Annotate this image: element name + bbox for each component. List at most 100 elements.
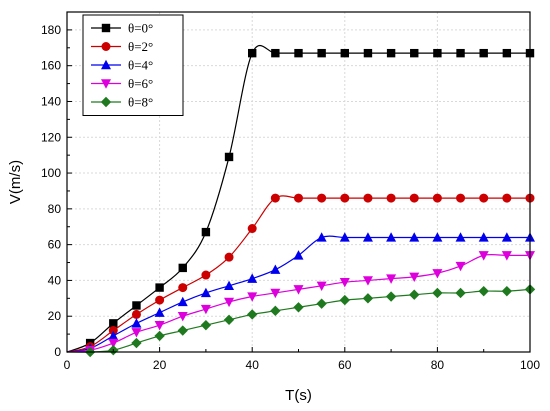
data-point (108, 330, 119, 341)
data-point (270, 288, 281, 299)
data-point (132, 301, 141, 310)
data-point (478, 232, 489, 242)
data-point (131, 318, 142, 328)
legend-marker (101, 59, 111, 70)
data-point (501, 232, 512, 242)
data-point (501, 285, 513, 297)
data-point (201, 227, 211, 237)
y-tick-label: 80 (48, 202, 62, 216)
legend-entry: θ=2° (91, 39, 153, 54)
data-point (409, 272, 420, 283)
data-point (247, 273, 258, 283)
legend-marker (101, 79, 111, 89)
data-point (247, 309, 258, 320)
legend-marker (101, 42, 111, 51)
x-tick-label: 60 (338, 358, 352, 372)
x-axis-title: T(s) (285, 387, 312, 404)
data-point (362, 232, 373, 242)
data-point (247, 292, 258, 302)
data-point (270, 193, 280, 203)
tick-labels: 0 20 40 60 80 100 0 20 40 60 80 100 120 140 160 180 (41, 23, 540, 372)
legend-label: θ=8° (128, 95, 153, 110)
y-tick-label: 20 (48, 309, 62, 323)
data-point (177, 312, 188, 322)
data-point (247, 224, 257, 234)
data-point (432, 287, 443, 299)
y-tick-label: 0 (54, 345, 61, 359)
data-point (340, 193, 350, 203)
data-point (316, 281, 327, 291)
data-point (502, 48, 512, 58)
data-point (316, 232, 327, 242)
legend: θ=0° θ=2° θ=4° θ=6° θ=8° (82, 14, 184, 116)
legend-entry: θ=6° (91, 76, 153, 91)
legend-entry: θ=4° (91, 58, 153, 73)
data-point (455, 232, 466, 242)
y-tick-label: 60 (48, 238, 62, 252)
data-point (155, 295, 165, 305)
data-point (154, 320, 165, 331)
legend-entry: θ=8° (91, 95, 153, 110)
data-point (386, 232, 397, 242)
data-point (455, 287, 466, 299)
series-2 (66, 193, 535, 353)
series-5 (66, 284, 536, 358)
data-point (131, 309, 141, 319)
data-point (455, 261, 466, 272)
data-point (339, 278, 350, 288)
legend-marker (101, 23, 111, 33)
data-point (456, 48, 465, 58)
data-point (224, 297, 235, 308)
data-point (432, 269, 443, 279)
data-point (293, 250, 304, 260)
data-point (409, 232, 420, 242)
data-point (409, 193, 419, 203)
series-4 (66, 251, 535, 356)
data-point (154, 330, 165, 342)
data-point (478, 251, 489, 261)
y-tick-label: 40 (48, 273, 62, 287)
data-point (293, 302, 304, 313)
data-point (224, 252, 234, 262)
x-tick-label: 40 (246, 358, 260, 372)
data-point (270, 305, 281, 317)
data-point (224, 152, 234, 162)
legend-label: θ=6° (128, 76, 153, 91)
data-point (317, 48, 326, 58)
data-point (248, 48, 257, 58)
data-point (223, 314, 235, 325)
data-point (108, 338, 119, 349)
data-point (479, 193, 489, 203)
legend-entry: θ=0° (91, 21, 153, 36)
data-point (339, 294, 350, 306)
x-tick-label: 0 (64, 358, 71, 372)
series-3 (66, 232, 535, 353)
data-point (131, 337, 142, 349)
y-tick-label: 160 (41, 59, 61, 73)
data-point (386, 274, 397, 284)
legend-label: θ=0° (128, 21, 153, 36)
data-point (409, 289, 420, 300)
y-tick-label: 180 (41, 23, 61, 37)
data-point (293, 285, 304, 295)
data-point (432, 232, 443, 242)
data-point (456, 193, 466, 203)
data-point (316, 298, 327, 309)
data-point (131, 328, 142, 338)
data-point (501, 251, 512, 261)
series-group (66, 44, 536, 358)
data-point (363, 48, 373, 58)
data-point (201, 270, 211, 280)
data-point (200, 287, 211, 298)
data-point (108, 326, 118, 336)
data-point (363, 193, 373, 203)
data-point (410, 48, 419, 58)
data-point (362, 276, 373, 286)
data-point (178, 283, 188, 293)
data-point (432, 193, 442, 203)
data-point (317, 193, 327, 203)
legend-label: θ=2° (128, 39, 153, 54)
data-point (270, 264, 281, 274)
data-point (362, 293, 374, 304)
